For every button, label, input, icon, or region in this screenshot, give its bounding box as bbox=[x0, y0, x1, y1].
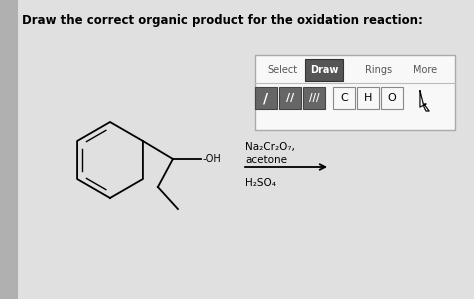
Bar bbox=[357, 87, 379, 109]
Text: /: / bbox=[264, 91, 269, 105]
Text: H: H bbox=[364, 93, 372, 103]
Bar bbox=[305, 59, 343, 81]
Bar bbox=[303, 87, 325, 109]
Bar bbox=[333, 87, 355, 109]
Text: Select: Select bbox=[267, 65, 297, 75]
Text: Draw the correct organic product for the oxidation reaction:: Draw the correct organic product for the… bbox=[22, 14, 423, 27]
Text: acetone: acetone bbox=[245, 155, 287, 165]
Text: Na₂Cr₂O₇,: Na₂Cr₂O₇, bbox=[245, 142, 295, 152]
Bar bbox=[255, 87, 277, 109]
Text: O: O bbox=[388, 93, 396, 103]
Text: H₂SO₄: H₂SO₄ bbox=[245, 178, 276, 188]
Text: Rings: Rings bbox=[365, 65, 392, 75]
Polygon shape bbox=[420, 91, 429, 111]
Bar bbox=[255, 55, 455, 130]
Text: More: More bbox=[413, 65, 437, 75]
Text: -OH: -OH bbox=[203, 154, 222, 164]
Bar bbox=[0, 0, 18, 299]
Text: ///: /// bbox=[309, 93, 319, 103]
Text: //: // bbox=[286, 93, 294, 103]
Bar bbox=[279, 87, 301, 109]
Text: C: C bbox=[340, 93, 348, 103]
Bar bbox=[381, 87, 403, 109]
Text: Draw: Draw bbox=[310, 65, 338, 75]
